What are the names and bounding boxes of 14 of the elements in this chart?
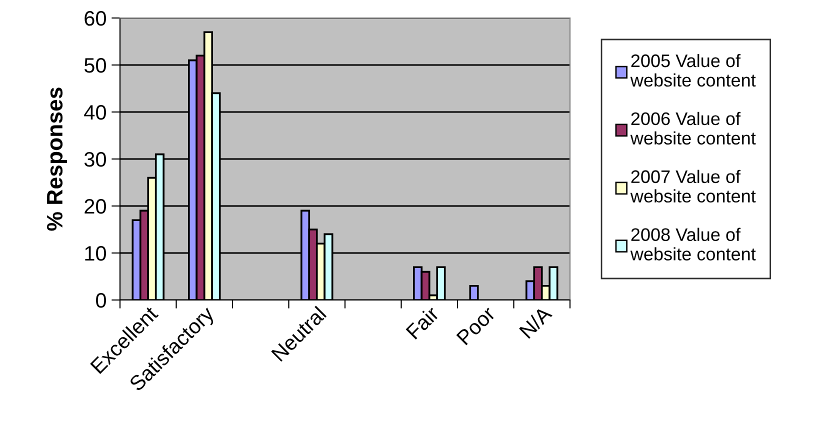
y-tick-label: 40: [84, 105, 106, 120]
y-tick-label: 0: [96, 293, 106, 308]
y-axis-title: % Responses: [46, 88, 67, 231]
y-tick-label: 60: [84, 11, 106, 26]
legend-label: 2008 Value of website content: [630, 228, 756, 260]
legend-label: 2007 Value of website content: [630, 170, 756, 203]
y-tick-label: 10: [85, 246, 106, 261]
x-tick-label: N/A: [518, 304, 553, 339]
legend-label: 2006 Value of website content: [630, 112, 756, 145]
y-tick-label: 50: [84, 58, 106, 73]
x-tick-label: Fair: [405, 304, 440, 340]
legend-label: 2005 Value of website content: [630, 54, 756, 87]
y-tick-label: 20: [84, 199, 106, 214]
y-tick-label: 30: [84, 152, 106, 167]
